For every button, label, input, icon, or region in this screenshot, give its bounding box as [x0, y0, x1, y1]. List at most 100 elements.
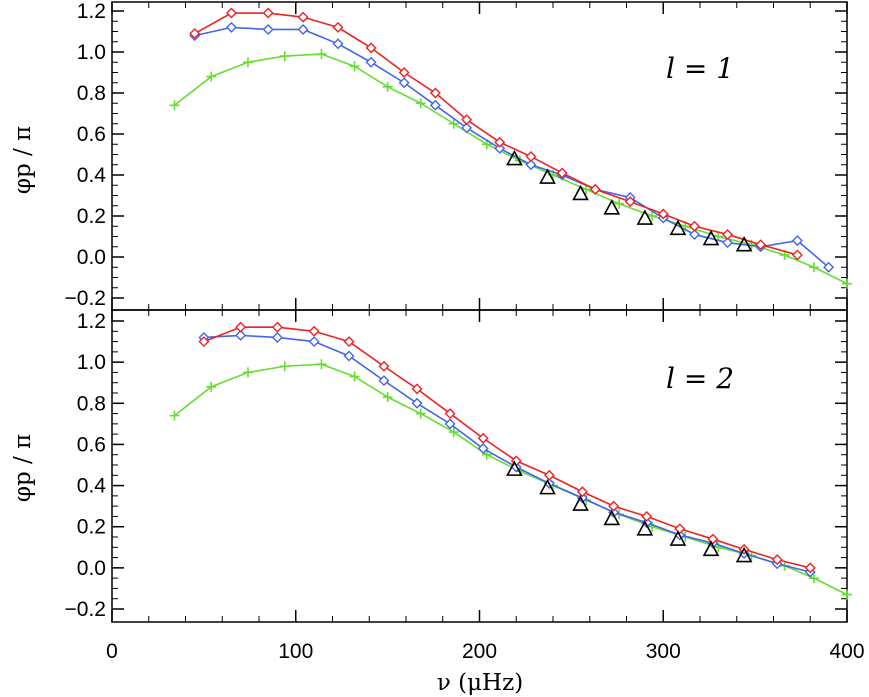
- panel-1-triangle-point: [735, 236, 753, 252]
- panel-1-blue-line: [194, 26, 830, 268]
- panel-1-blue-point: [688, 228, 700, 240]
- panel-1-green-point: [842, 278, 852, 289]
- panel-1-frame: [111, 1, 848, 311]
- x-tick-label: 0: [106, 640, 118, 663]
- panel-2-blue-point: [608, 506, 620, 518]
- panel-2-red-point: [411, 383, 423, 395]
- panel-1-green-point: [808, 262, 819, 273]
- panel-1-red-point: [688, 220, 700, 232]
- x-tick-label: 400: [829, 640, 864, 663]
- panel-2-green-point: [316, 359, 327, 370]
- panel-1-blue-point: [461, 122, 473, 134]
- panel-1-triangle-point: [702, 229, 720, 246]
- panel-2-triangle-point: [572, 495, 589, 511]
- panel-1-blue-point: [494, 142, 506, 154]
- panel-2-triangle-point: [669, 530, 687, 546]
- panel-2-blue-point: [444, 418, 456, 430]
- panel-1-red-point: [755, 239, 767, 251]
- panel-1-green-point: [382, 81, 393, 92]
- panel-1-blue-point: [525, 159, 537, 171]
- panel-1-blue-point: [262, 23, 274, 35]
- panel-1-red-point: [589, 183, 601, 195]
- panel-1-ytick-label: 1.0: [77, 41, 106, 64]
- panel-1-green-point: [448, 118, 459, 129]
- panel-1-triangle-point: [603, 199, 621, 215]
- panel-2-label: l = 2: [666, 362, 734, 395]
- panel-2-green-point: [448, 427, 459, 438]
- panel-2-blue-point: [641, 517, 653, 529]
- panel-2-green-point: [242, 367, 253, 378]
- panel-2-green-point: [808, 573, 819, 584]
- panel-1-ytick-label: 1.2: [77, 0, 106, 23]
- panel-1-red-point: [791, 249, 803, 261]
- panel-2-blue-point: [576, 492, 588, 504]
- panel-1-blue-point: [722, 237, 734, 249]
- x-tick-label: 100: [278, 640, 313, 663]
- panel-2-green-point: [842, 589, 852, 600]
- panel-1-red-point: [429, 87, 441, 99]
- panel-2-red-point: [444, 408, 456, 420]
- x-axis-label: ν (μHz): [437, 670, 523, 696]
- panel-1-green-point: [242, 57, 253, 68]
- panel-1-red-point: [494, 136, 506, 148]
- panel-2-green-point: [382, 392, 393, 403]
- panel-1-ytick-label: 0.6: [77, 123, 106, 146]
- panel-2-green-point: [415, 408, 426, 419]
- panel-1-red-point: [461, 114, 473, 126]
- panel-1-green-point: [169, 100, 180, 111]
- panel-1-green-point: [647, 211, 658, 221]
- panel-1-red-point: [525, 151, 537, 163]
- panel-2-frame: [111, 309, 848, 623]
- panel-2-ytick-label: 0.4: [77, 475, 107, 498]
- panel-2-red-point: [674, 523, 686, 535]
- panel-1-green-point: [415, 98, 426, 109]
- panel-2-red-point: [641, 510, 653, 522]
- panel-1-triangle-point: [539, 168, 556, 184]
- panel-2-ylabel: φp / π: [10, 434, 36, 502]
- panel-2-green-point: [279, 361, 290, 372]
- panel-1-red-point: [722, 228, 734, 240]
- panel-2-blue-point: [411, 397, 423, 409]
- panel-1-blue-point: [823, 261, 835, 273]
- panel-1-red-point: [225, 7, 237, 19]
- panel-1-red-point: [189, 28, 201, 40]
- panel-1-green-point: [614, 198, 625, 209]
- panel-2-triangle-point: [735, 546, 753, 563]
- panel-1-red-point: [657, 208, 669, 220]
- panel-2-ytick-label: 1.2: [77, 310, 106, 333]
- panel-1-red-point: [398, 67, 410, 78]
- panel-1-red-point: [262, 7, 274, 19]
- panel-1-ytick-label: 0.0: [77, 246, 106, 269]
- panel-1-blue-point: [398, 77, 410, 89]
- panel-1-ylabel: φp / π: [10, 126, 36, 194]
- panel-1-ytick-label: 0.8: [77, 82, 106, 105]
- panel-2-triangle-point: [636, 520, 654, 536]
- panel-1-ytick-label: 0.2: [77, 205, 106, 228]
- panel-1-blue-point: [429, 99, 441, 111]
- panel-1-blue-point: [225, 21, 237, 33]
- panel-1-triangle-point: [572, 184, 589, 201]
- panel-2-ytick-label: 0.0: [77, 557, 106, 580]
- panel-2-red-point: [576, 486, 588, 498]
- panel-2-blue-point: [378, 375, 390, 387]
- panel-2-green-point: [206, 381, 217, 392]
- panel-2-green-line: [173, 363, 848, 596]
- panel-1-triangle-point: [636, 209, 654, 225]
- panel-2-red-point: [198, 336, 210, 348]
- panel-2-ytick-label: −0.2: [65, 598, 106, 621]
- panel-2-red-point: [608, 500, 620, 512]
- panel-2-green-point: [169, 410, 180, 421]
- panel-2-blue-point: [343, 350, 355, 362]
- panel-1-blue-point: [365, 56, 377, 68]
- panel-1-green-point: [316, 49, 327, 60]
- panel-2-triangle-point: [603, 509, 621, 526]
- panel-2-blue-point: [235, 329, 247, 341]
- panel-1-green-point: [349, 61, 360, 72]
- panel-2-green-point: [349, 371, 360, 382]
- panel-2-red-point: [271, 321, 283, 333]
- panel-1-green-line: [173, 53, 848, 285]
- panel-2-blue-point: [308, 336, 320, 348]
- panel-1-triangle-point: [506, 149, 523, 166]
- panel-1-green-point: [206, 71, 217, 82]
